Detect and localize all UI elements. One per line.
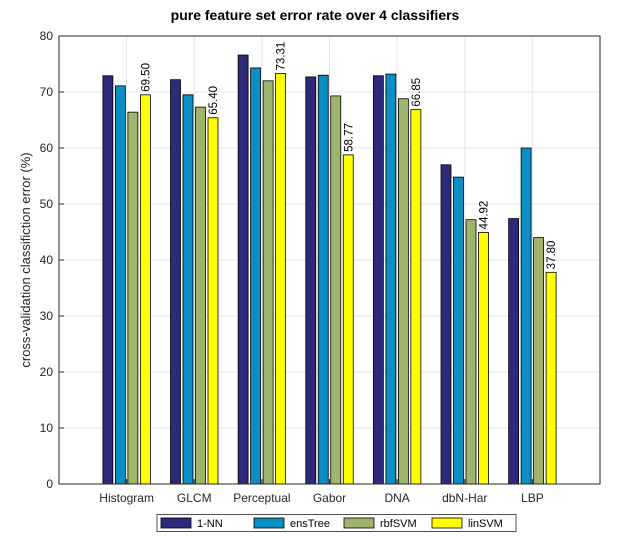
x-tick-label: Histogram xyxy=(99,491,154,505)
bar-rbfsvm xyxy=(262,80,274,485)
y-tick-label: 80 xyxy=(40,29,54,43)
y-tick-label: 10 xyxy=(40,421,54,435)
y-tick-label: 20 xyxy=(40,365,54,379)
x-tick-label: dbN-Har xyxy=(442,491,487,505)
data-label: 44.92 xyxy=(479,201,491,230)
bar-1-nn xyxy=(372,75,384,485)
bar-linsvm xyxy=(139,94,151,485)
bar-enstree xyxy=(114,85,126,485)
bar-rbfsvm xyxy=(465,219,477,485)
y-tick-label: 70 xyxy=(40,85,54,99)
bar-linsvm xyxy=(478,232,489,485)
x-tick-label: LBP xyxy=(521,491,544,505)
bar-enstree xyxy=(385,73,397,485)
bars xyxy=(102,54,557,485)
legend-swatch-1-nn xyxy=(160,517,192,529)
data-label: 73.31 xyxy=(276,42,288,71)
bar-1-nn xyxy=(508,218,520,485)
bar-linsvm xyxy=(342,154,354,485)
legend-label: 1-NN xyxy=(197,518,223,530)
data-labels: 69.50 65.40 73.31 58.77 66.85 44.92 37.80 xyxy=(140,42,558,270)
plot-frame xyxy=(58,35,601,485)
bar-rbfsvm xyxy=(127,111,139,485)
bar-linsvm xyxy=(545,271,557,485)
bar-1-nn xyxy=(170,79,181,485)
bar-rbfsvm xyxy=(195,106,206,485)
legend-label: rbfSVM xyxy=(380,518,417,530)
bar-rbfsvm xyxy=(330,95,342,485)
bar-1-nn xyxy=(440,164,452,485)
legend: 1-NN ensTree rbfSVM linSVM xyxy=(156,514,517,532)
legend-label: linSVM xyxy=(468,518,503,530)
bar-enstree xyxy=(250,67,262,485)
y-tick-label: 40 xyxy=(40,253,54,267)
y-tick-label: 0 xyxy=(46,477,53,491)
data-label: 65.40 xyxy=(208,86,220,115)
bar-enstree xyxy=(317,74,329,485)
bar-1-nn xyxy=(102,75,114,485)
y-tick-label: 30 xyxy=(40,309,54,323)
x-tick-label: Gabor xyxy=(313,491,346,505)
bar-1-nn xyxy=(305,76,317,485)
bar-linsvm xyxy=(410,109,422,485)
legend-label: ensTree xyxy=(290,518,330,530)
x-tick-label: DNA xyxy=(384,491,409,505)
legend-box xyxy=(156,514,517,532)
tick-labels: 0 10 20 30 40 50 60 70 80 Histogram GLCM Perceptual… xyxy=(40,29,544,505)
data-label: 58.77 xyxy=(343,123,355,152)
bar-1-nn xyxy=(237,54,249,485)
bar-linsvm xyxy=(207,117,219,485)
data-label: 69.50 xyxy=(140,63,152,92)
legend-swatch-rbfsvm xyxy=(343,517,375,529)
bar-enstree xyxy=(453,176,464,485)
x-tick-label: Perceptual xyxy=(233,491,290,505)
legend-swatch-linsvm xyxy=(431,517,463,529)
axes xyxy=(58,35,601,485)
y-axis-label: cross-validation classifiction error (%) xyxy=(18,152,33,367)
bar-rbfsvm xyxy=(533,237,545,485)
bar-enstree xyxy=(520,147,532,485)
y-tick-label: 50 xyxy=(40,197,54,211)
x-tick-label: GLCM xyxy=(177,491,212,505)
y-tick-label: 60 xyxy=(40,141,54,155)
data-label: 37.80 xyxy=(546,241,558,270)
bar-enstree xyxy=(182,94,194,485)
bar-rbfsvm xyxy=(397,98,409,485)
legend-swatch-enstree xyxy=(253,517,285,529)
bar-linsvm xyxy=(275,73,287,485)
data-label: 66.85 xyxy=(411,78,423,107)
chart-title: pure feature set error rate over 4 class… xyxy=(171,7,460,23)
